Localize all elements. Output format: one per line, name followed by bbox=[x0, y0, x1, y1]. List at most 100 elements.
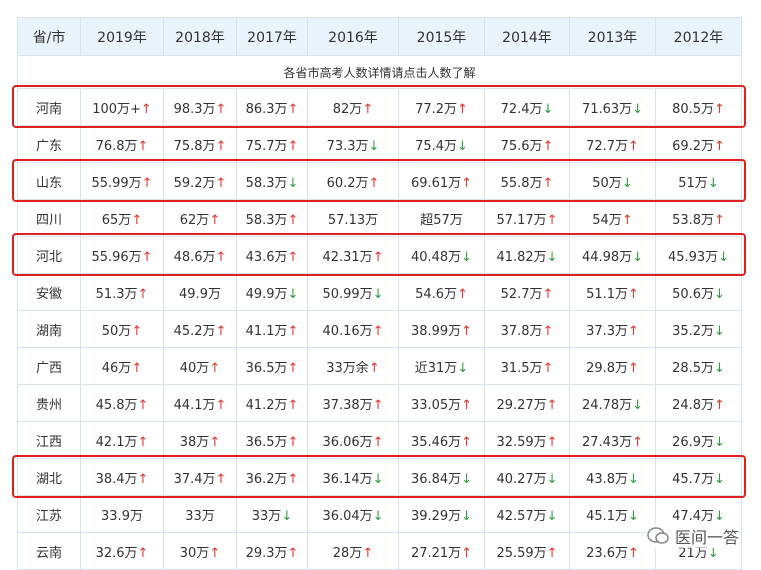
data-row: 云南 32.6万↑ 30万↑ 29.3万↑ 28万↑ 27.21万↑ 25.59万↑ 23.6… bbox=[17, 532, 742, 570]
value-text: 55.96万 bbox=[91, 249, 142, 265]
value-cell: 54.6万↑ bbox=[398, 273, 485, 311]
trend-arrow: ↑ bbox=[137, 545, 149, 561]
trend-arrow: ↑ bbox=[287, 434, 299, 450]
value-text: 27.21万 bbox=[410, 545, 462, 561]
value-text: 24.78万 bbox=[581, 397, 633, 413]
trend-arrow: ↑ bbox=[215, 138, 227, 154]
value-text: 37.4万 bbox=[173, 471, 216, 487]
trend-arrow: ↑ bbox=[461, 545, 473, 561]
trend-arrow: ↑ bbox=[131, 360, 143, 376]
value-text: 58.3万 bbox=[245, 212, 288, 228]
value-text: 48.6万 bbox=[173, 249, 216, 265]
value-text: 57.13万 bbox=[327, 212, 379, 228]
value-text: 65万 bbox=[101, 212, 132, 228]
value-text: 54.6万 bbox=[415, 286, 458, 302]
value-text: 36.5万 bbox=[245, 360, 288, 376]
value-cell: 45.8万↑ bbox=[80, 384, 164, 422]
value-cell: 75.6万↑ bbox=[484, 125, 570, 163]
trend-arrow: ↓ bbox=[546, 508, 558, 524]
value-text: 33万 bbox=[185, 508, 215, 524]
trend-arrow: ↓ bbox=[287, 175, 299, 191]
header-cell: 2013年 bbox=[569, 17, 656, 56]
value-cell: 33万↓ bbox=[236, 495, 308, 533]
value-text: 44.1万 bbox=[173, 397, 216, 413]
value-text: 75.6万 bbox=[500, 138, 543, 154]
trend-arrow: ↑ bbox=[209, 545, 221, 561]
trend-arrow: ↑ bbox=[714, 212, 725, 228]
data-row: 江西 42.1万↑ 38万↑ 36.5万↑ 36.06万↑ 35.46万↑ 32.59万↑ 2… bbox=[17, 421, 742, 459]
value-cell: 29.3万↑ bbox=[236, 532, 308, 570]
province-cell: 贵州 bbox=[17, 384, 81, 422]
trend-arrow: ↑ bbox=[461, 397, 473, 413]
value-text: 26.9万 bbox=[672, 434, 715, 450]
value-cell: 40.48万↓ bbox=[398, 236, 485, 274]
trend-arrow: ↑ bbox=[215, 175, 227, 191]
trend-arrow: ↓ bbox=[542, 101, 554, 117]
value-cell: 41.82万↓ bbox=[484, 236, 570, 274]
value-text: 49.9万 bbox=[245, 286, 288, 302]
trend-arrow: ↑ bbox=[137, 286, 149, 302]
trend-arrow: ↓ bbox=[632, 101, 644, 117]
trend-arrow: ↑ bbox=[287, 397, 299, 413]
province-cell: 安徽 bbox=[17, 273, 81, 311]
value-text: 43.6万 bbox=[245, 249, 288, 265]
value-cell: 38.4万↑ bbox=[80, 458, 164, 496]
trend-arrow: ↓ bbox=[461, 471, 473, 487]
value-text: 39.29万 bbox=[410, 508, 462, 524]
province-cell: 广西 bbox=[17, 347, 81, 385]
value-text: 77.2万 bbox=[415, 101, 458, 117]
trend-arrow: ↓ bbox=[714, 471, 725, 487]
value-text: 72.7万 bbox=[586, 138, 629, 154]
province-cell: 山东 bbox=[17, 162, 81, 200]
trend-arrow: ↓ bbox=[718, 249, 730, 265]
value-text: 72.4万 bbox=[500, 101, 543, 117]
table-body: 各省市高考人数详情请点击人数了解 河南 100万+↑ 98.3万↑ 86.3万↑ 82万↑… bbox=[17, 55, 742, 570]
trend-arrow: ↑ bbox=[141, 175, 153, 191]
value-text: 35.2万 bbox=[672, 323, 715, 339]
value-cell: 43.8万↓ bbox=[569, 458, 656, 496]
value-text: 51.3万 bbox=[95, 286, 138, 302]
trend-arrow: ↑ bbox=[137, 471, 149, 487]
value-cell: 48.6万↑ bbox=[163, 236, 237, 274]
value-text: 38.4万 bbox=[95, 471, 138, 487]
trend-arrow: ↓ bbox=[621, 175, 633, 191]
value-text: 55.99万 bbox=[91, 175, 142, 191]
value-cell: 36.5万↑ bbox=[236, 421, 308, 459]
value-cell: 40.27万↓ bbox=[484, 458, 570, 496]
trend-arrow: ↑ bbox=[546, 212, 558, 228]
data-row: 河北 55.96万↑ 48.6万↑ 43.6万↑ 42.31万↑ 40.48万↓ 41.82… bbox=[17, 236, 742, 274]
value-text: 98.3万 bbox=[173, 101, 216, 117]
trend-arrow: ↑ bbox=[287, 212, 299, 228]
value-text: 37.3万 bbox=[586, 323, 629, 339]
trend-arrow: ↑ bbox=[137, 397, 149, 413]
trend-arrow: ↑ bbox=[546, 545, 558, 561]
value-text: 57.17万 bbox=[496, 212, 547, 228]
data-row: 山东 55.99万↑ 59.2万↑ 58.3万↓ 60.2万↑ 69.61万↑ 55.8万↑… bbox=[17, 162, 742, 200]
value-cell: 49.9万 bbox=[163, 273, 237, 311]
trend-arrow: ↓ bbox=[372, 508, 384, 524]
value-text: 45.7万 bbox=[672, 471, 715, 487]
value-text: 36.06万 bbox=[322, 434, 373, 450]
value-text: 45.1万 bbox=[586, 508, 629, 524]
value-cell: 51万↓ bbox=[655, 162, 742, 200]
header-cell: 2017年 bbox=[236, 17, 308, 56]
value-cell: 36.14万↓ bbox=[307, 458, 399, 496]
trend-arrow: ↑ bbox=[368, 175, 380, 191]
trend-arrow: ↓ bbox=[714, 323, 725, 339]
value-cell: 44.1万↑ bbox=[163, 384, 237, 422]
trend-arrow: ↑ bbox=[628, 138, 639, 154]
value-text: 75.4万 bbox=[415, 138, 458, 154]
value-text: 41.82万 bbox=[496, 249, 547, 265]
value-cell: 45.7万↓ bbox=[655, 458, 742, 496]
value-cell: 100万+↑ bbox=[80, 88, 164, 126]
trend-arrow: ↑ bbox=[209, 434, 221, 450]
value-cell: 36.5万↑ bbox=[236, 347, 308, 385]
value-cell: 33万余↑ bbox=[307, 347, 399, 385]
value-text: 30万 bbox=[179, 545, 210, 561]
trend-arrow: ↓ bbox=[281, 508, 293, 524]
value-text: 超57万 bbox=[420, 212, 463, 228]
value-cell: 55.96万↑ bbox=[80, 236, 164, 274]
trend-arrow: ↑ bbox=[461, 323, 473, 339]
value-cell: 33.9万 bbox=[80, 495, 164, 533]
trend-arrow: ↑ bbox=[137, 138, 149, 154]
